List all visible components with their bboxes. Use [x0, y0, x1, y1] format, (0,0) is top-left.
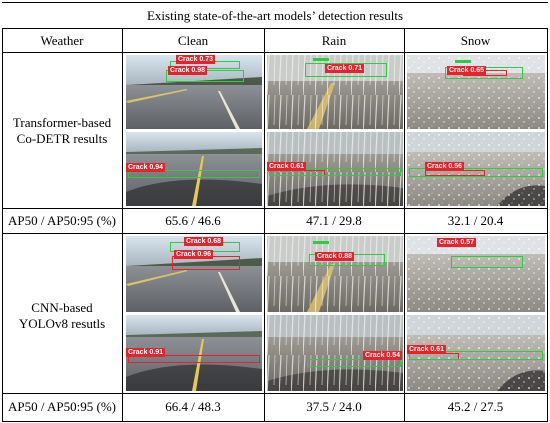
right-border [547, 28, 548, 422]
row1-rain-top-image: Crack 0.71 [267, 55, 403, 129]
row1-label-line2: Co-DETR results [16, 131, 108, 146]
row2-snow-bottom-label: Crack 0.61 [407, 345, 447, 354]
row2-snow-top-image: Crack 0.57 [407, 236, 545, 312]
header-clean: Clean [177, 33, 209, 48]
row1-clean-top-label-1: Crack 0.73 [176, 55, 216, 64]
row2-rain-bottom-image: Crack 0.54 [267, 315, 403, 391]
row2-snow-bottom-image: Crack 0.61 [407, 315, 545, 391]
row1-images-rule [2, 208, 548, 209]
col-divider-2 [264, 28, 265, 422]
row2-rain-top-label: Crack 0.88 [315, 252, 355, 261]
row1-snow-top-image: Crack 0.65 [407, 55, 545, 129]
row2-clean-top-image: Crack 0.68 Crack 0.96 [126, 236, 262, 312]
row2-clean-top-label-1: Crack 0.68 [184, 237, 224, 246]
row2-clean-bottom-image: Crack 0.91 [126, 315, 262, 391]
row1-clean-bottom-image: Crack 0.94 [126, 132, 262, 206]
row1-clean-top-label-2: Crack 0.98 [168, 66, 208, 75]
row2-ap-label: AP50 / AP50:95 (%) [8, 399, 116, 414]
col-divider-1 [122, 28, 123, 422]
row2-rain-bottom-label: Crack 0.54 [363, 351, 403, 360]
row1-rain-bottom-label: Crack 0.61 [267, 162, 307, 171]
row1-snow-bottom-label: Crack 0.56 [425, 162, 465, 171]
row2-label-line2: YOLOv8 resutls [18, 316, 106, 331]
row2-clean-top-label-2: Crack 0.96 [174, 250, 214, 259]
row2-snow-top-label: Crack 0.57 [437, 238, 477, 247]
row2-clean-bottom-label: Crack 0.91 [126, 348, 166, 357]
table-top-rule [2, 2, 548, 3]
row1-snow-top-label: Crack 0.65 [447, 66, 487, 75]
row2-images-rule [2, 393, 548, 394]
row2-label-line1: CNN-based [31, 300, 93, 315]
header-weather: Weather [40, 33, 84, 48]
row1-ap-rule [2, 233, 548, 234]
header-rule [2, 52, 548, 53]
col-divider-3 [404, 28, 405, 422]
row2-ap-snow: 45.2 / 27.5 [447, 399, 504, 414]
row2-ap-clean: 66.4 / 48.3 [165, 399, 221, 414]
title-rule [2, 28, 548, 29]
header-snow: Snow [460, 33, 491, 48]
row1-ap-clean: 65.6 / 46.6 [165, 213, 221, 228]
row2-ap-rain: 37.5 / 24.0 [306, 399, 362, 414]
table-bottom-rule [2, 421, 548, 422]
row1-rain-top-label: Crack 0.71 [325, 64, 365, 73]
row1-label-line1: Transformer-based [12, 115, 112, 130]
row1-clean-bottom-label: Crack 0.94 [126, 163, 166, 172]
row1-ap-label: AP50 / AP50:95 (%) [8, 213, 116, 228]
row2-rain-top-image: Crack 0.88 [267, 236, 403, 312]
header-rain: Rain [321, 33, 347, 48]
table-title: Existing state-of-the-art models’ detect… [146, 8, 404, 23]
left-border [2, 28, 3, 422]
row1-snow-bottom-image: Crack 0.56 [407, 132, 545, 206]
row1-rain-bottom-image: Crack 0.61 [267, 132, 403, 206]
row1-ap-rain: 47.1 / 29.8 [306, 213, 362, 228]
row1-clean-top-image: Crack 0.73 Crack 0.98 [126, 55, 262, 129]
row1-ap-snow: 32.1 / 20.4 [447, 213, 504, 228]
